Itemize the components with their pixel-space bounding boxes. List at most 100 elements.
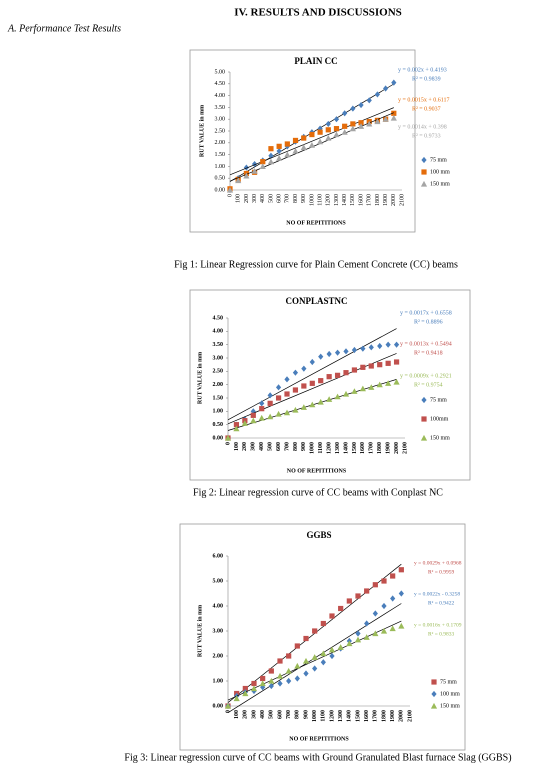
x-tick-label: 2000 xyxy=(394,442,400,454)
x-tick-label: 800 xyxy=(293,194,299,203)
data-point xyxy=(372,610,378,617)
trend-line xyxy=(227,353,397,425)
data-point xyxy=(358,120,364,126)
x-tick-label: 1700 xyxy=(369,442,375,454)
data-point xyxy=(333,131,340,138)
data-point xyxy=(292,369,299,376)
data-point xyxy=(385,380,392,386)
x-tick-label: 1900 xyxy=(386,442,392,454)
data-point xyxy=(360,364,366,370)
data-point xyxy=(351,388,358,394)
x-tick-label: 1600 xyxy=(360,442,366,454)
x-tick-label: 600 xyxy=(277,710,283,719)
trend-equation: y = 0.0017x + 0.6558 xyxy=(400,310,452,316)
trend-line xyxy=(227,620,402,701)
chart-frame xyxy=(189,49,416,233)
x-tick-label: 0 xyxy=(225,710,231,713)
x-tick-label: 900 xyxy=(303,710,309,719)
data-point xyxy=(303,670,309,677)
data-point xyxy=(318,353,324,360)
data-point xyxy=(292,406,299,413)
data-point xyxy=(267,400,273,406)
data-point xyxy=(283,409,291,416)
x-tick-label: 1500 xyxy=(355,710,361,722)
data-point xyxy=(325,134,332,141)
data-point xyxy=(226,186,234,193)
data-point xyxy=(355,593,361,599)
data-point xyxy=(372,630,379,637)
x-axis-title: NO OF REPITITIONS xyxy=(287,468,347,474)
y-tick-label: 2.00 xyxy=(215,140,226,146)
data-point xyxy=(233,425,240,432)
y-axis-title: RUT VALUE in mm xyxy=(197,605,203,657)
x-tick-label: 2000 xyxy=(391,194,397,206)
data-point xyxy=(276,147,282,155)
x-tick-label: 200 xyxy=(244,194,250,203)
x-tick-label: 1600 xyxy=(358,194,364,206)
trend-line xyxy=(229,107,394,176)
trend-line xyxy=(227,328,397,421)
legend-marker xyxy=(420,180,428,187)
legend-label: 75 mm xyxy=(440,679,457,685)
trend-equation: y = 0.0013x + 0.5494 xyxy=(400,341,452,347)
x-axis-title: NO OF REPITITIONS xyxy=(289,736,349,742)
trend-r2: R² = 0.9422 xyxy=(428,600,455,606)
x-tick-label: 1500 xyxy=(352,442,358,454)
y-tick-label: 2.00 xyxy=(213,382,224,388)
x-tick-label: 2100 xyxy=(402,442,408,454)
data-point xyxy=(326,350,332,358)
data-point xyxy=(267,158,275,165)
data-point xyxy=(350,121,356,127)
data-point xyxy=(259,163,266,169)
y-tick-label: 3.50 xyxy=(215,105,226,111)
legend-label: 150 mm xyxy=(430,181,450,187)
data-point xyxy=(374,118,381,125)
data-point xyxy=(354,636,362,643)
trend-r2: R² = 0.9839 xyxy=(412,76,441,82)
data-point xyxy=(351,367,358,373)
data-point xyxy=(334,393,341,400)
data-point xyxy=(398,590,404,597)
data-point xyxy=(390,114,397,121)
trend-r2: R² = 0.8896 xyxy=(414,319,443,325)
y-tick-label: 6.00 xyxy=(213,553,224,559)
data-point xyxy=(376,381,383,388)
data-point xyxy=(312,628,318,634)
data-point xyxy=(390,573,396,579)
y-tick-label: 0.50 xyxy=(213,422,224,428)
data-point xyxy=(391,79,397,86)
y-tick-label: 2.50 xyxy=(213,369,224,375)
data-point xyxy=(275,384,282,391)
data-point xyxy=(277,680,283,687)
x-tick-label: 700 xyxy=(286,710,292,719)
data-point xyxy=(366,120,373,127)
x-tick-label: 1100 xyxy=(321,710,327,722)
data-point xyxy=(286,653,292,659)
x-tick-label: 500 xyxy=(268,194,274,203)
y-axis-title: RUT VALUE in mm xyxy=(197,352,203,404)
data-point xyxy=(275,395,282,401)
data-point xyxy=(320,650,327,657)
caption: Fig 1: Linear Regression curve for Plain… xyxy=(174,259,458,270)
trend-r2: R² = 0.9959 xyxy=(428,569,455,575)
x-tick-label: 1400 xyxy=(347,710,353,722)
data-point xyxy=(286,677,292,685)
x-tick-label: 1800 xyxy=(377,442,383,454)
data-point xyxy=(292,387,299,393)
y-tick-label: 2.00 xyxy=(213,653,224,659)
data-point xyxy=(334,349,341,356)
legend-marker xyxy=(421,156,427,164)
data-point xyxy=(385,360,391,366)
x-tick-label: 1700 xyxy=(367,194,373,206)
data-point xyxy=(383,85,389,92)
x-tick-label: 0 xyxy=(225,442,231,445)
data-point xyxy=(346,640,353,647)
data-point xyxy=(259,400,265,407)
data-point xyxy=(276,155,283,161)
x-tick-label: 800 xyxy=(293,442,299,451)
x-tick-label: 600 xyxy=(276,442,282,451)
x-tick-label: 1700 xyxy=(373,710,379,722)
x-tick-label: 1400 xyxy=(343,442,349,454)
data-point xyxy=(311,654,318,660)
data-point xyxy=(343,348,349,355)
